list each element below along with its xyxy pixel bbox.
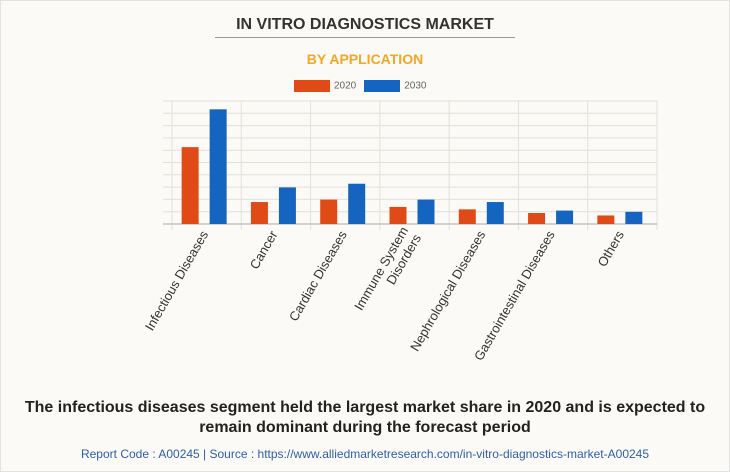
bar-2030 — [556, 210, 574, 224]
chart-title: IN VITRO DIAGNOSTICS MARKET — [236, 16, 494, 33]
bar-2020 — [389, 206, 407, 224]
bar-2030 — [209, 109, 227, 224]
bar-2030 — [486, 202, 504, 224]
bar-2020 — [181, 147, 199, 224]
bar-2030 — [625, 211, 643, 224]
bar-2020 — [250, 202, 268, 224]
x-tick-label: Gastrointestinal Diseases — [471, 228, 558, 364]
chart-subtitle: BY APPLICATION — [306, 51, 424, 67]
title-divider — [215, 37, 515, 38]
x-tick-label: Infectious Diseases — [142, 228, 212, 334]
conclusion-text: The infectious diseases segment held the… — [24, 399, 706, 436]
bar-2030 — [348, 183, 366, 224]
legend: 2020 2030 — [294, 80, 427, 92]
bar-2020 — [320, 199, 338, 224]
x-tick-label: Others — [594, 228, 627, 270]
x-tick-label: Cancer — [247, 227, 281, 271]
legend-item-2020[interactable]: 2020 — [294, 80, 356, 92]
footer-source[interactable]: Report Code : A00245 | Source : https://… — [80, 447, 650, 461]
bar-chart: Infectious Diseases Cancer Cardiac Disease… — [142, 100, 658, 364]
bar-2030 — [417, 199, 435, 224]
bar-2020 — [458, 209, 476, 224]
x-tick-label: Immune SystemDisorders — [351, 224, 424, 321]
bar-2020 — [597, 215, 615, 224]
bar-2030 — [278, 187, 296, 224]
x-tick-label: Cardiac Diseases — [286, 228, 350, 324]
legend-item-2030[interactable]: 2030 — [364, 80, 427, 92]
bar-2020 — [528, 213, 546, 224]
